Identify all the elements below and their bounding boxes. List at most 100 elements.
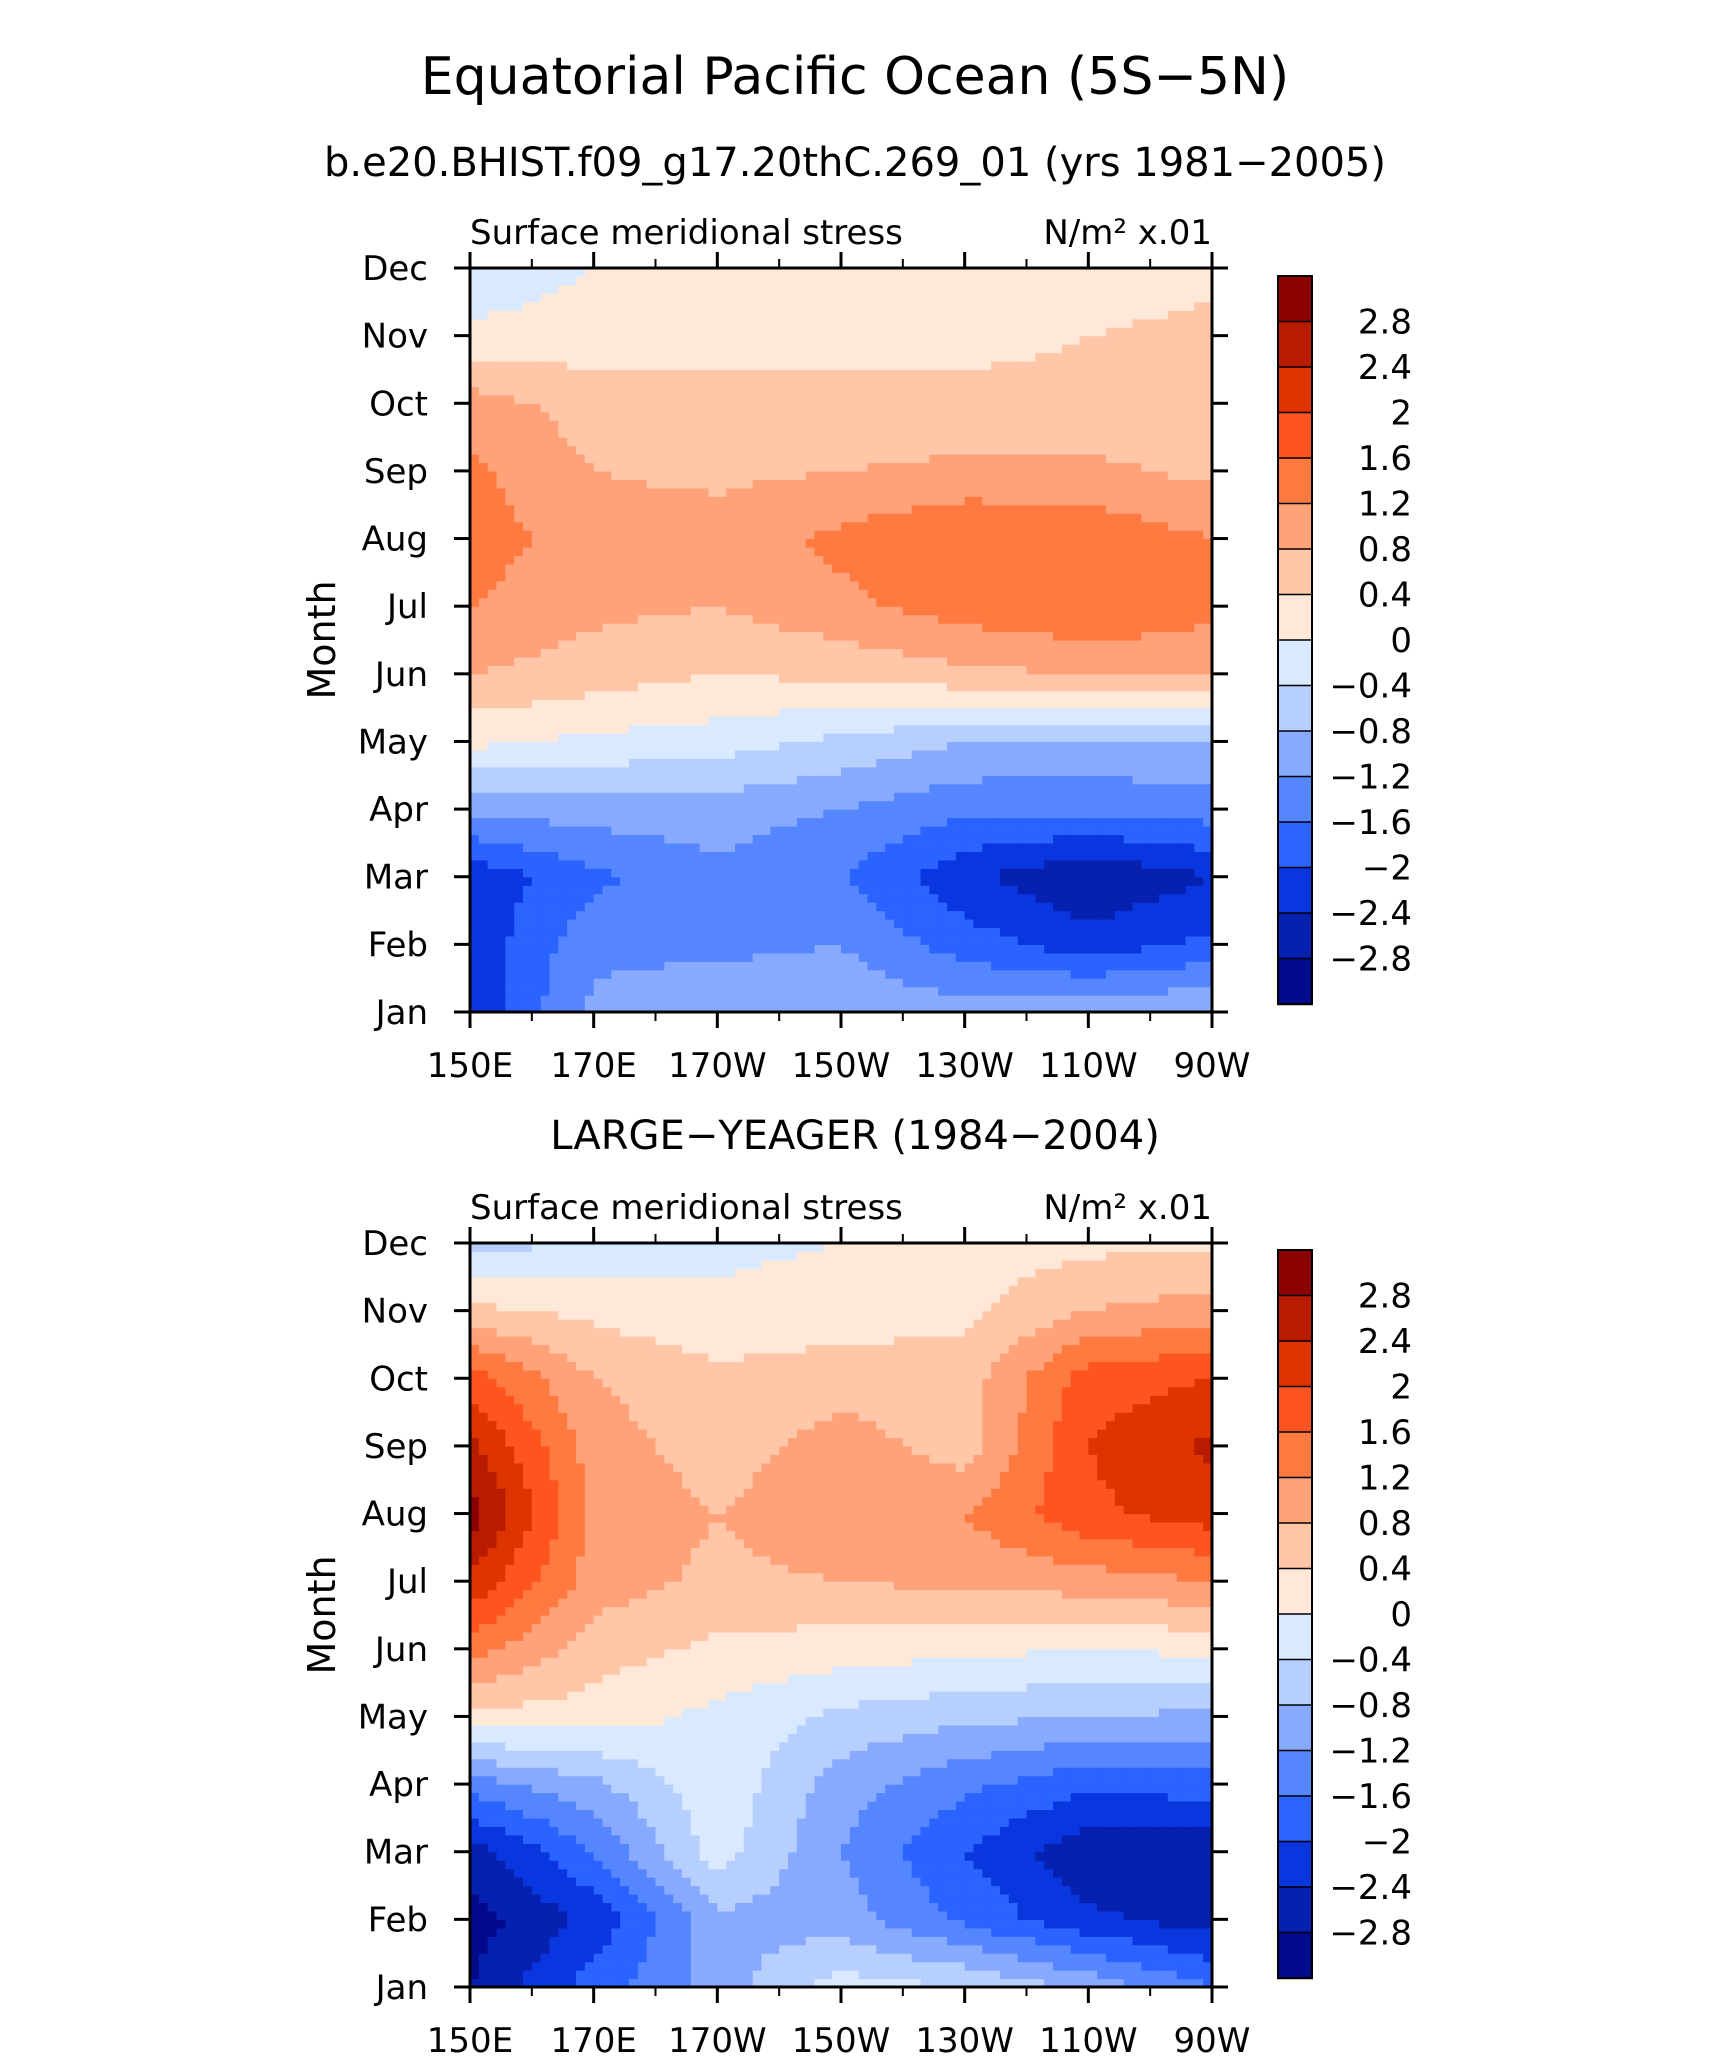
heatmap-cell (1123, 826, 1134, 836)
heatmap-cell (885, 961, 895, 971)
heatmap-cell (894, 952, 904, 962)
heatmap-cell (505, 707, 515, 717)
heatmap-cell (523, 859, 533, 869)
heatmap-cell (726, 690, 736, 700)
heatmap-cell (823, 690, 833, 700)
heatmap-cell (1035, 682, 1045, 692)
heatmap-cell (1061, 935, 1072, 945)
heatmap-cell (496, 935, 506, 945)
heatmap-cell (1088, 952, 1098, 962)
heatmap-cell (1106, 758, 1116, 768)
heatmap-cell (593, 859, 604, 869)
heatmap-cell (991, 775, 1001, 785)
heatmap-cell (788, 885, 798, 895)
heatmap-cell (735, 995, 745, 1005)
heatmap-cell (523, 885, 533, 895)
heatmap-cell (523, 606, 533, 616)
heatmap-cell (567, 707, 577, 717)
heatmap-cell (805, 555, 816, 565)
heatmap-cell (470, 707, 480, 717)
heatmap-cell (470, 766, 480, 776)
heatmap-cell (690, 521, 701, 531)
heatmap-cell (576, 826, 586, 836)
heatmap-cell (1176, 961, 1187, 971)
heatmap-cell (505, 902, 515, 912)
heatmap-cell (849, 1003, 860, 1013)
heatmap-cell (1185, 919, 1195, 929)
heatmap-cell (1132, 978, 1142, 988)
heatmap-cell (761, 995, 771, 1005)
heatmap-cell (602, 580, 612, 590)
heatmap-cell (867, 902, 877, 912)
heatmap-cell (964, 665, 975, 675)
heatmap-cell (894, 623, 904, 633)
heatmap-cell (832, 842, 842, 852)
heatmap-cell (796, 563, 807, 573)
heatmap-cell (814, 580, 824, 590)
heatmap-cell (805, 952, 816, 962)
heatmap-cell (1132, 758, 1142, 768)
heatmap-cell (1000, 699, 1010, 709)
heatmap-cell (814, 842, 824, 852)
heatmap-cell (911, 656, 922, 666)
heatmap-cell (637, 885, 648, 895)
heatmap-cell (593, 716, 604, 726)
heatmap-cell (478, 969, 489, 979)
heatmap-cell (752, 741, 763, 751)
heatmap-cell (761, 952, 771, 962)
heatmap-cell (584, 563, 595, 573)
heatmap-cell (938, 978, 948, 988)
heatmap-cell (584, 995, 595, 1005)
heatmap-cell (646, 547, 657, 557)
heatmap-cell (1044, 944, 1054, 954)
heatmap-cell (1035, 834, 1045, 844)
heatmap-cell (947, 876, 957, 886)
heatmap-cell (894, 851, 904, 861)
heatmap-cell (1070, 716, 1081, 726)
heatmap-cell (682, 690, 692, 700)
heatmap-cell (690, 538, 701, 548)
heatmap-cell (832, 547, 842, 557)
heatmap-cell (576, 563, 586, 573)
heatmap-cell (1132, 995, 1142, 1005)
heatmap-cell (823, 513, 833, 523)
heatmap-cell (1114, 656, 1125, 666)
heatmap-cell (876, 893, 886, 903)
heatmap-cell (1000, 995, 1010, 1005)
heatmap-cell (1017, 673, 1028, 683)
heatmap-cell (991, 749, 1001, 759)
heatmap-cell (1106, 724, 1116, 734)
heatmap-cell (1194, 876, 1204, 886)
heatmap-cell (1000, 826, 1010, 836)
heatmap-cell (770, 944, 780, 954)
heatmap-cell (620, 826, 630, 836)
heatmap-cell (1185, 927, 1195, 937)
heatmap-cell (637, 783, 648, 793)
heatmap-cell (708, 563, 718, 573)
heatmap-cell (1203, 986, 1213, 996)
heatmap-cell (1159, 902, 1169, 912)
heatmap-cell (673, 648, 683, 658)
heatmap-cell (682, 563, 692, 573)
heatmap-cell (841, 919, 851, 929)
heatmap-cell (1141, 902, 1151, 912)
heatmap-cell (849, 513, 860, 523)
heatmap-cell (690, 707, 701, 717)
heatmap-cell (1097, 530, 1107, 540)
heatmap-cell (1008, 665, 1019, 675)
heatmap-cell (841, 876, 851, 886)
heatmap-cell (478, 530, 489, 540)
heatmap-cell (849, 766, 860, 776)
heatmap-cell (885, 580, 895, 590)
heatmap-cell (894, 521, 904, 531)
heatmap-cell (885, 513, 895, 523)
heatmap-cell (858, 978, 869, 988)
heatmap-cell (1053, 733, 1063, 743)
heatmap-cell (655, 910, 665, 920)
heatmap-cell (894, 1003, 904, 1013)
heatmap-cell (531, 733, 542, 743)
heatmap-cell (1088, 656, 1098, 666)
heatmap-cell (743, 547, 754, 557)
heatmap-cell (955, 986, 966, 996)
heatmap-cell (814, 741, 824, 751)
